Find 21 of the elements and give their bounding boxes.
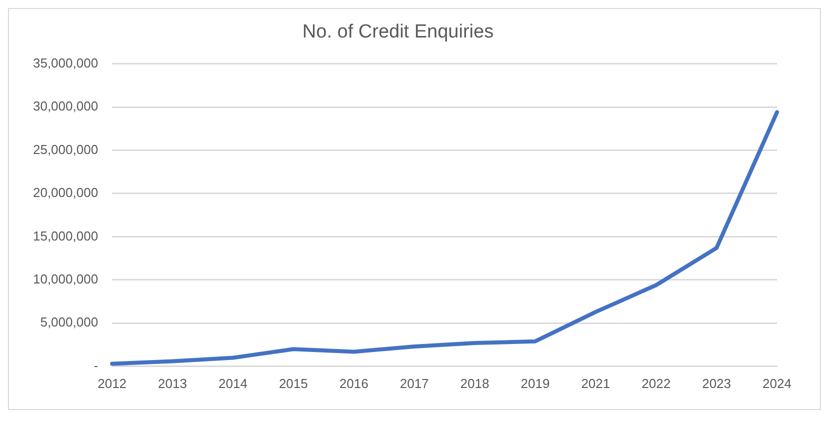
x-tick-label: 2019: [520, 376, 550, 391]
y-tick-label: 5,000,000: [40, 314, 98, 330]
chart-title: No. of Credit Enquiries: [302, 22, 494, 43]
x-tick-label: 2023: [702, 376, 732, 391]
y-tick-label: 25,000,000: [32, 142, 98, 157]
y-tick-label: 15,000,000: [32, 228, 98, 244]
x-tick-label: 2014: [218, 376, 248, 391]
y-tick-label: 30,000,000: [32, 98, 98, 114]
x-tick-label: 2013: [158, 376, 187, 391]
y-tick-label: -: [94, 358, 98, 373]
y-tick-label: 20,000,000: [32, 185, 98, 200]
x-tick-label: 2022: [642, 376, 671, 391]
y-tick-label: 35,000,000: [32, 55, 98, 70]
x-tick-label: 2015: [278, 376, 308, 391]
x-tick-label: 2018: [460, 376, 490, 391]
x-tick-label: 2016: [339, 376, 368, 391]
x-tick-label: 2017: [400, 376, 429, 391]
x-tick-label: 2024: [762, 376, 792, 391]
y-tick-label: 10,000,000: [32, 272, 98, 287]
x-tick-label: 2021: [581, 376, 610, 391]
x-tick-label: 2012: [98, 376, 127, 391]
